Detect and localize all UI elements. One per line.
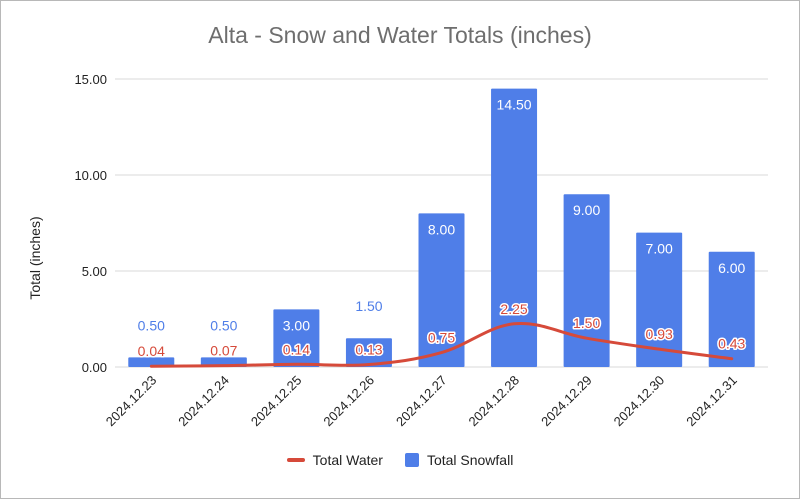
legend-snowfall-label: Total Snowfall — [426, 452, 514, 468]
water-data-label: 0.13 — [355, 342, 382, 358]
x-tick-label: 2024.12.27 — [393, 373, 450, 430]
bar — [128, 357, 175, 367]
x-tick-label: 2024.12.23 — [103, 373, 160, 430]
x-tick-label: 2024.12.30 — [611, 373, 668, 430]
water-data-label: 0.75 — [428, 330, 455, 346]
y-tick-label: 0.00 — [82, 360, 107, 375]
bar — [273, 309, 320, 367]
x-tick-label: 2024.12.24 — [175, 373, 232, 430]
chart-title: Alta - Snow and Water Totals (inches) — [208, 22, 592, 48]
water-line — [149, 321, 734, 368]
bar — [708, 251, 755, 367]
legend-item-water[interactable]: Total Water — [286, 452, 383, 468]
x-tick-label: 2024.12.31 — [683, 373, 740, 430]
snowfall-data-label: 6.00 — [718, 260, 745, 276]
y-tick-label: 10.00 — [74, 168, 107, 183]
snowfall-data-label: 0.50 — [210, 317, 237, 333]
x-tick-label: 2024.12.25 — [248, 373, 305, 430]
x-tick-label: 2024.12.29 — [538, 373, 595, 430]
bar — [345, 338, 392, 367]
water-data-label: 0.93 — [646, 326, 673, 342]
water-data-label: 0.14 — [283, 341, 310, 357]
snowfall-data-label: 9.00 — [573, 202, 600, 218]
legend-item-snowfall[interactable]: Total Snowfall — [404, 452, 514, 468]
water-data-label: 0.07 — [210, 343, 237, 359]
snowfall-data-label: 1.50 — [355, 298, 382, 314]
y-tick-label: 5.00 — [82, 264, 107, 279]
legend-water-swatch — [286, 458, 305, 462]
bar — [563, 194, 610, 367]
water-data-label: 0.43 — [718, 336, 745, 352]
snowfall-data-label: 3.00 — [283, 317, 310, 333]
y-tick-label: 15.00 — [74, 72, 107, 87]
x-tick-label: 2024.12.28 — [466, 373, 523, 430]
legend: Total Water Total Snowfall — [0, 452, 800, 468]
water-data-label: 0.04 — [138, 343, 165, 359]
snowfall-data-label: 8.00 — [428, 221, 455, 237]
snowfall-data-label: 0.50 — [138, 317, 165, 333]
legend-snowfall-swatch — [404, 453, 419, 467]
snowfall-data-label: 7.00 — [646, 241, 673, 257]
x-tick-label: 2024.12.26 — [320, 373, 377, 430]
water-data-label: 2.25 — [500, 301, 527, 317]
bar — [418, 213, 465, 367]
bar — [491, 88, 538, 367]
snowfall-data-label: 14.50 — [497, 97, 532, 113]
water-data-label: 1.50 — [573, 315, 600, 331]
bar — [636, 232, 683, 367]
legend-water-label: Total Water — [312, 452, 383, 468]
